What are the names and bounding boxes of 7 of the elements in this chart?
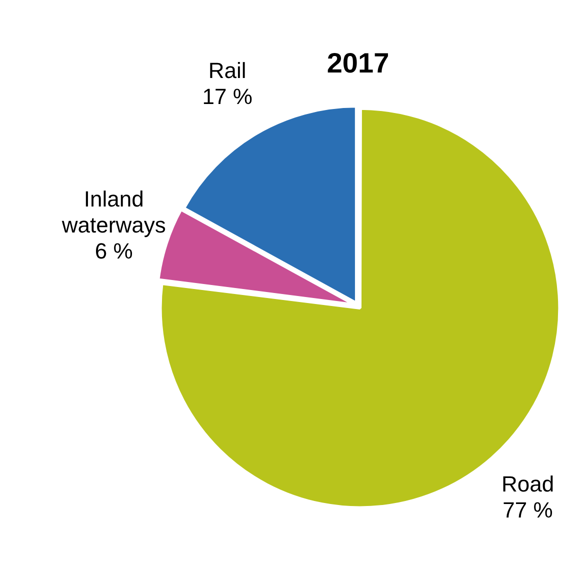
chart-title: 2017 (326, 48, 390, 79)
data-label: 77 % (502, 497, 553, 522)
slice-label: Inland waterways (60, 186, 166, 238)
slice-label: Road (501, 471, 554, 496)
slice-label: Rail (208, 58, 246, 83)
data-label: 17 % (202, 84, 252, 109)
data-label: 6 % (94, 238, 133, 264)
